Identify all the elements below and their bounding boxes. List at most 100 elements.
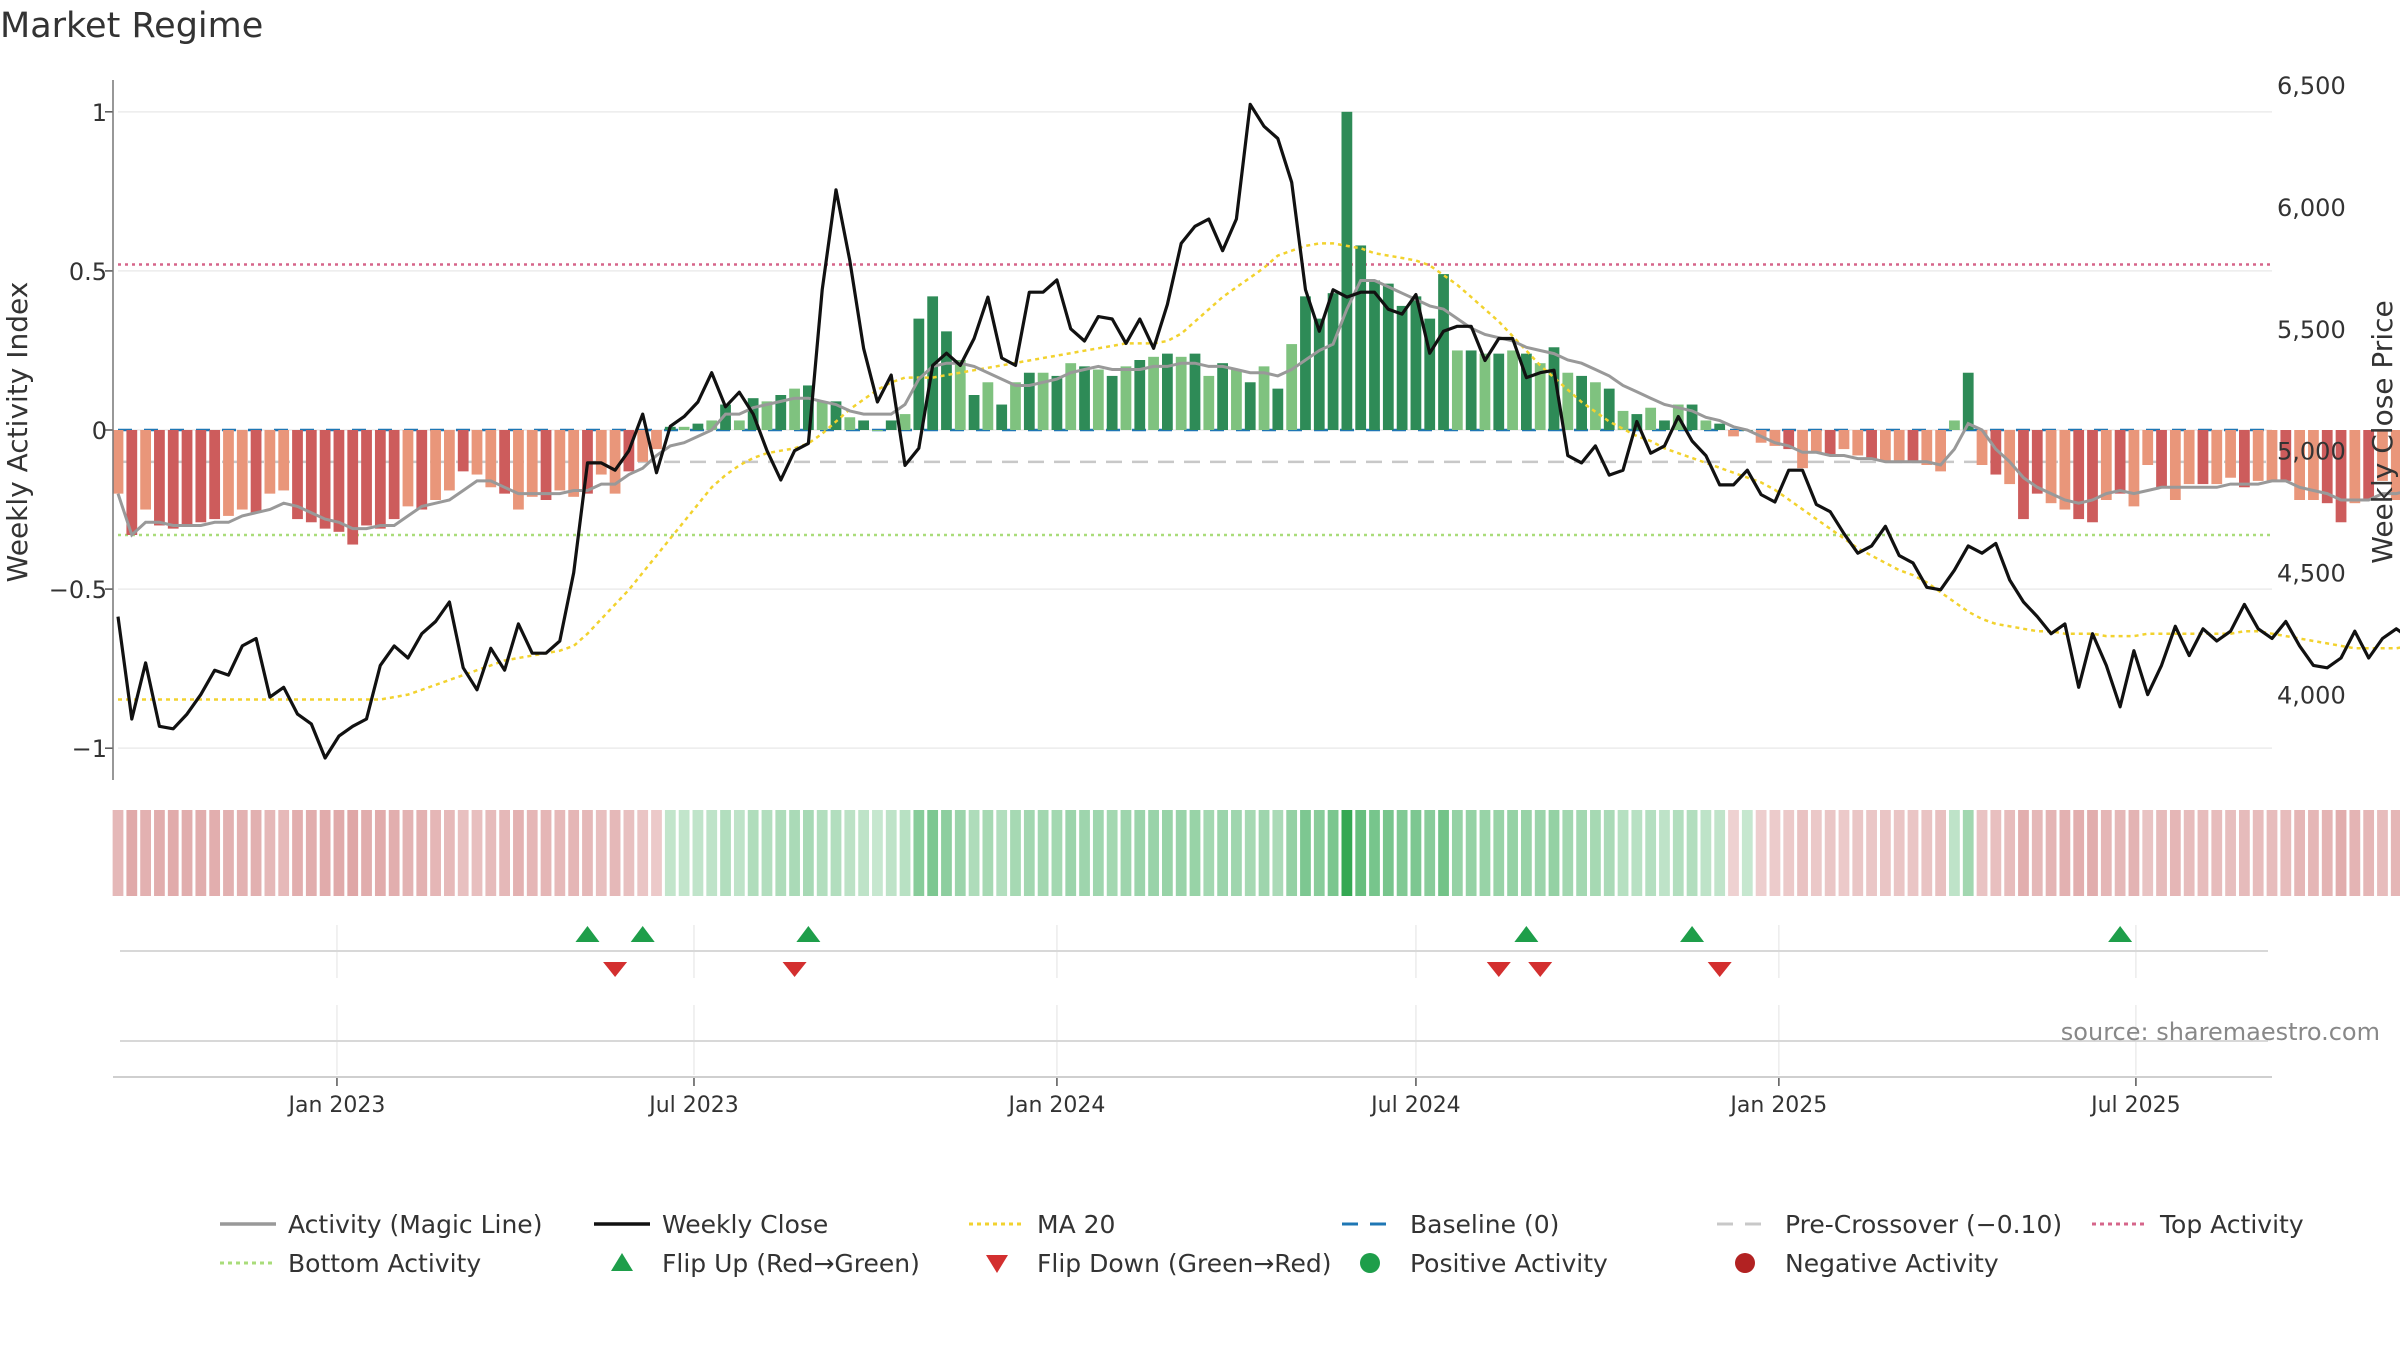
activity-bar — [1838, 430, 1850, 450]
regime-strip-cell — [347, 810, 359, 896]
x-axis-tick-label: Jul 2025 — [2089, 1093, 2181, 1118]
regime-strip-cell — [485, 810, 497, 896]
regime-strip-cell — [499, 810, 511, 896]
flip-down-marker — [1528, 962, 1553, 977]
right-axis-tick-label: 5,000 — [2277, 438, 2346, 466]
right-axis-tick-label: 6,000 — [2277, 194, 2346, 222]
regime-strip-cell — [1714, 810, 1726, 896]
activity-bar — [2308, 430, 2319, 500]
activity-bar — [1507, 350, 1518, 430]
regime-strip-cell — [1810, 810, 1822, 896]
regime-strip-cell — [1562, 810, 1574, 896]
regime-strip-cell — [996, 810, 1008, 896]
activity-bar — [1369, 280, 1380, 430]
regime-strip-cell — [140, 810, 152, 896]
activity-bar — [609, 430, 621, 494]
activity-bar — [1313, 318, 1325, 430]
activity-bar — [195, 430, 207, 523]
regime-strip-cell — [457, 810, 469, 896]
regime-strip-cell — [1079, 810, 1090, 896]
x-axis-tick-label: Jan 2025 — [1728, 1093, 1827, 1118]
activity-bar — [154, 430, 165, 526]
regime-strip-cell — [2059, 810, 2071, 896]
regime-strip-cell — [2335, 810, 2347, 896]
activity-bar — [347, 430, 359, 545]
legend: Activity (Magic Line) Weekly Close MA 20 Ba… — [220, 1210, 2304, 1278]
regime-strip-cell — [430, 810, 441, 896]
regime-strip-cell — [1106, 810, 1118, 896]
activity-bar — [1562, 372, 1574, 430]
circle-icon — [1360, 1253, 1380, 1273]
regime-strip-cell — [1300, 810, 1311, 896]
regime-strip-cell — [1507, 810, 1518, 896]
activity-bar — [1258, 366, 1270, 430]
legend-item: Weekly Close — [594, 1210, 828, 1239]
regime-strip-cell — [540, 810, 552, 896]
regime-strip-cell — [236, 810, 248, 896]
regime-strip-cell — [1438, 810, 1449, 896]
activity-bar — [443, 430, 455, 491]
regime-strip-cell — [1369, 810, 1380, 896]
activity-bar — [1120, 366, 1132, 430]
flip-down-marker — [1486, 962, 1511, 977]
regime-strip-cell — [1976, 810, 1988, 896]
activity-bar — [1769, 430, 1781, 446]
activity-bar — [1327, 293, 1339, 430]
regime-strip-cell — [1313, 810, 1325, 896]
regime-strip-cell — [2087, 810, 2098, 896]
regime-strip-cell — [1949, 810, 1960, 896]
regime-strip-cell — [374, 810, 386, 896]
regime-strip-cell — [223, 810, 234, 896]
regime-strip-cell — [2031, 810, 2043, 896]
activity-bar — [954, 360, 966, 430]
legend-item: Positive Activity — [1360, 1249, 1608, 1278]
activity-bar — [720, 404, 731, 430]
regime-strip-cell — [982, 810, 994, 896]
activity-bar — [1990, 430, 2002, 475]
flip-up-marker — [1680, 926, 1705, 942]
activity-bar — [1079, 366, 1090, 430]
activity-bar — [2335, 430, 2347, 523]
flip-down-marker — [1707, 962, 1732, 977]
regime-strip-cell — [1631, 810, 1643, 896]
activity-bar — [1810, 430, 1822, 453]
activity-bar — [2390, 430, 2400, 500]
activity-bar — [1134, 360, 1146, 430]
regime-strip-cell — [1396, 810, 1408, 896]
activity-bar — [2252, 430, 2264, 481]
activity-bar — [996, 404, 1008, 430]
activity-bar — [499, 430, 511, 494]
activity-bar — [1534, 363, 1546, 430]
activity-bar — [540, 430, 552, 500]
regime-strip-cell — [278, 810, 290, 896]
activity-bar — [2031, 430, 2043, 494]
legend-item: MA 20 — [969, 1210, 1115, 1239]
activity-bar — [2073, 430, 2085, 520]
regime-strip-cell — [1921, 810, 1933, 896]
activity-bar — [554, 430, 566, 491]
regime-strip-cell — [1355, 810, 1367, 896]
legend-label: Activity (Magic Line) — [288, 1210, 542, 1239]
regime-strip-cell — [2280, 810, 2292, 896]
regime-strip-cell — [1341, 810, 1353, 896]
regime-strip-cell — [1037, 810, 1049, 896]
activity-bar — [305, 430, 317, 523]
activity-bar — [126, 430, 138, 535]
regime-strip-cell — [1728, 810, 1739, 896]
regime-strip-cell — [595, 810, 607, 896]
activity-bar — [1548, 347, 1560, 430]
activity-bar — [1976, 430, 1988, 465]
regime-strip-cell — [2045, 810, 2057, 896]
activity-bar — [1217, 363, 1229, 430]
activity-bar — [968, 395, 980, 430]
axes: 1 0.5 0 −0.5 −1 6,500 6,000 5,500 5,000 4,500 4,00… — [49, 72, 2346, 780]
left-axis-tick-label: 1 — [92, 99, 107, 127]
activity-bar — [223, 430, 234, 516]
regime-strip-cell — [1134, 810, 1146, 896]
activity-bar — [236, 430, 248, 510]
regime-strip-cell — [747, 810, 759, 896]
activity-bar — [167, 430, 179, 529]
activity-bar — [2266, 430, 2278, 481]
x-axis-tick-label: Jan 2023 — [286, 1093, 385, 1118]
